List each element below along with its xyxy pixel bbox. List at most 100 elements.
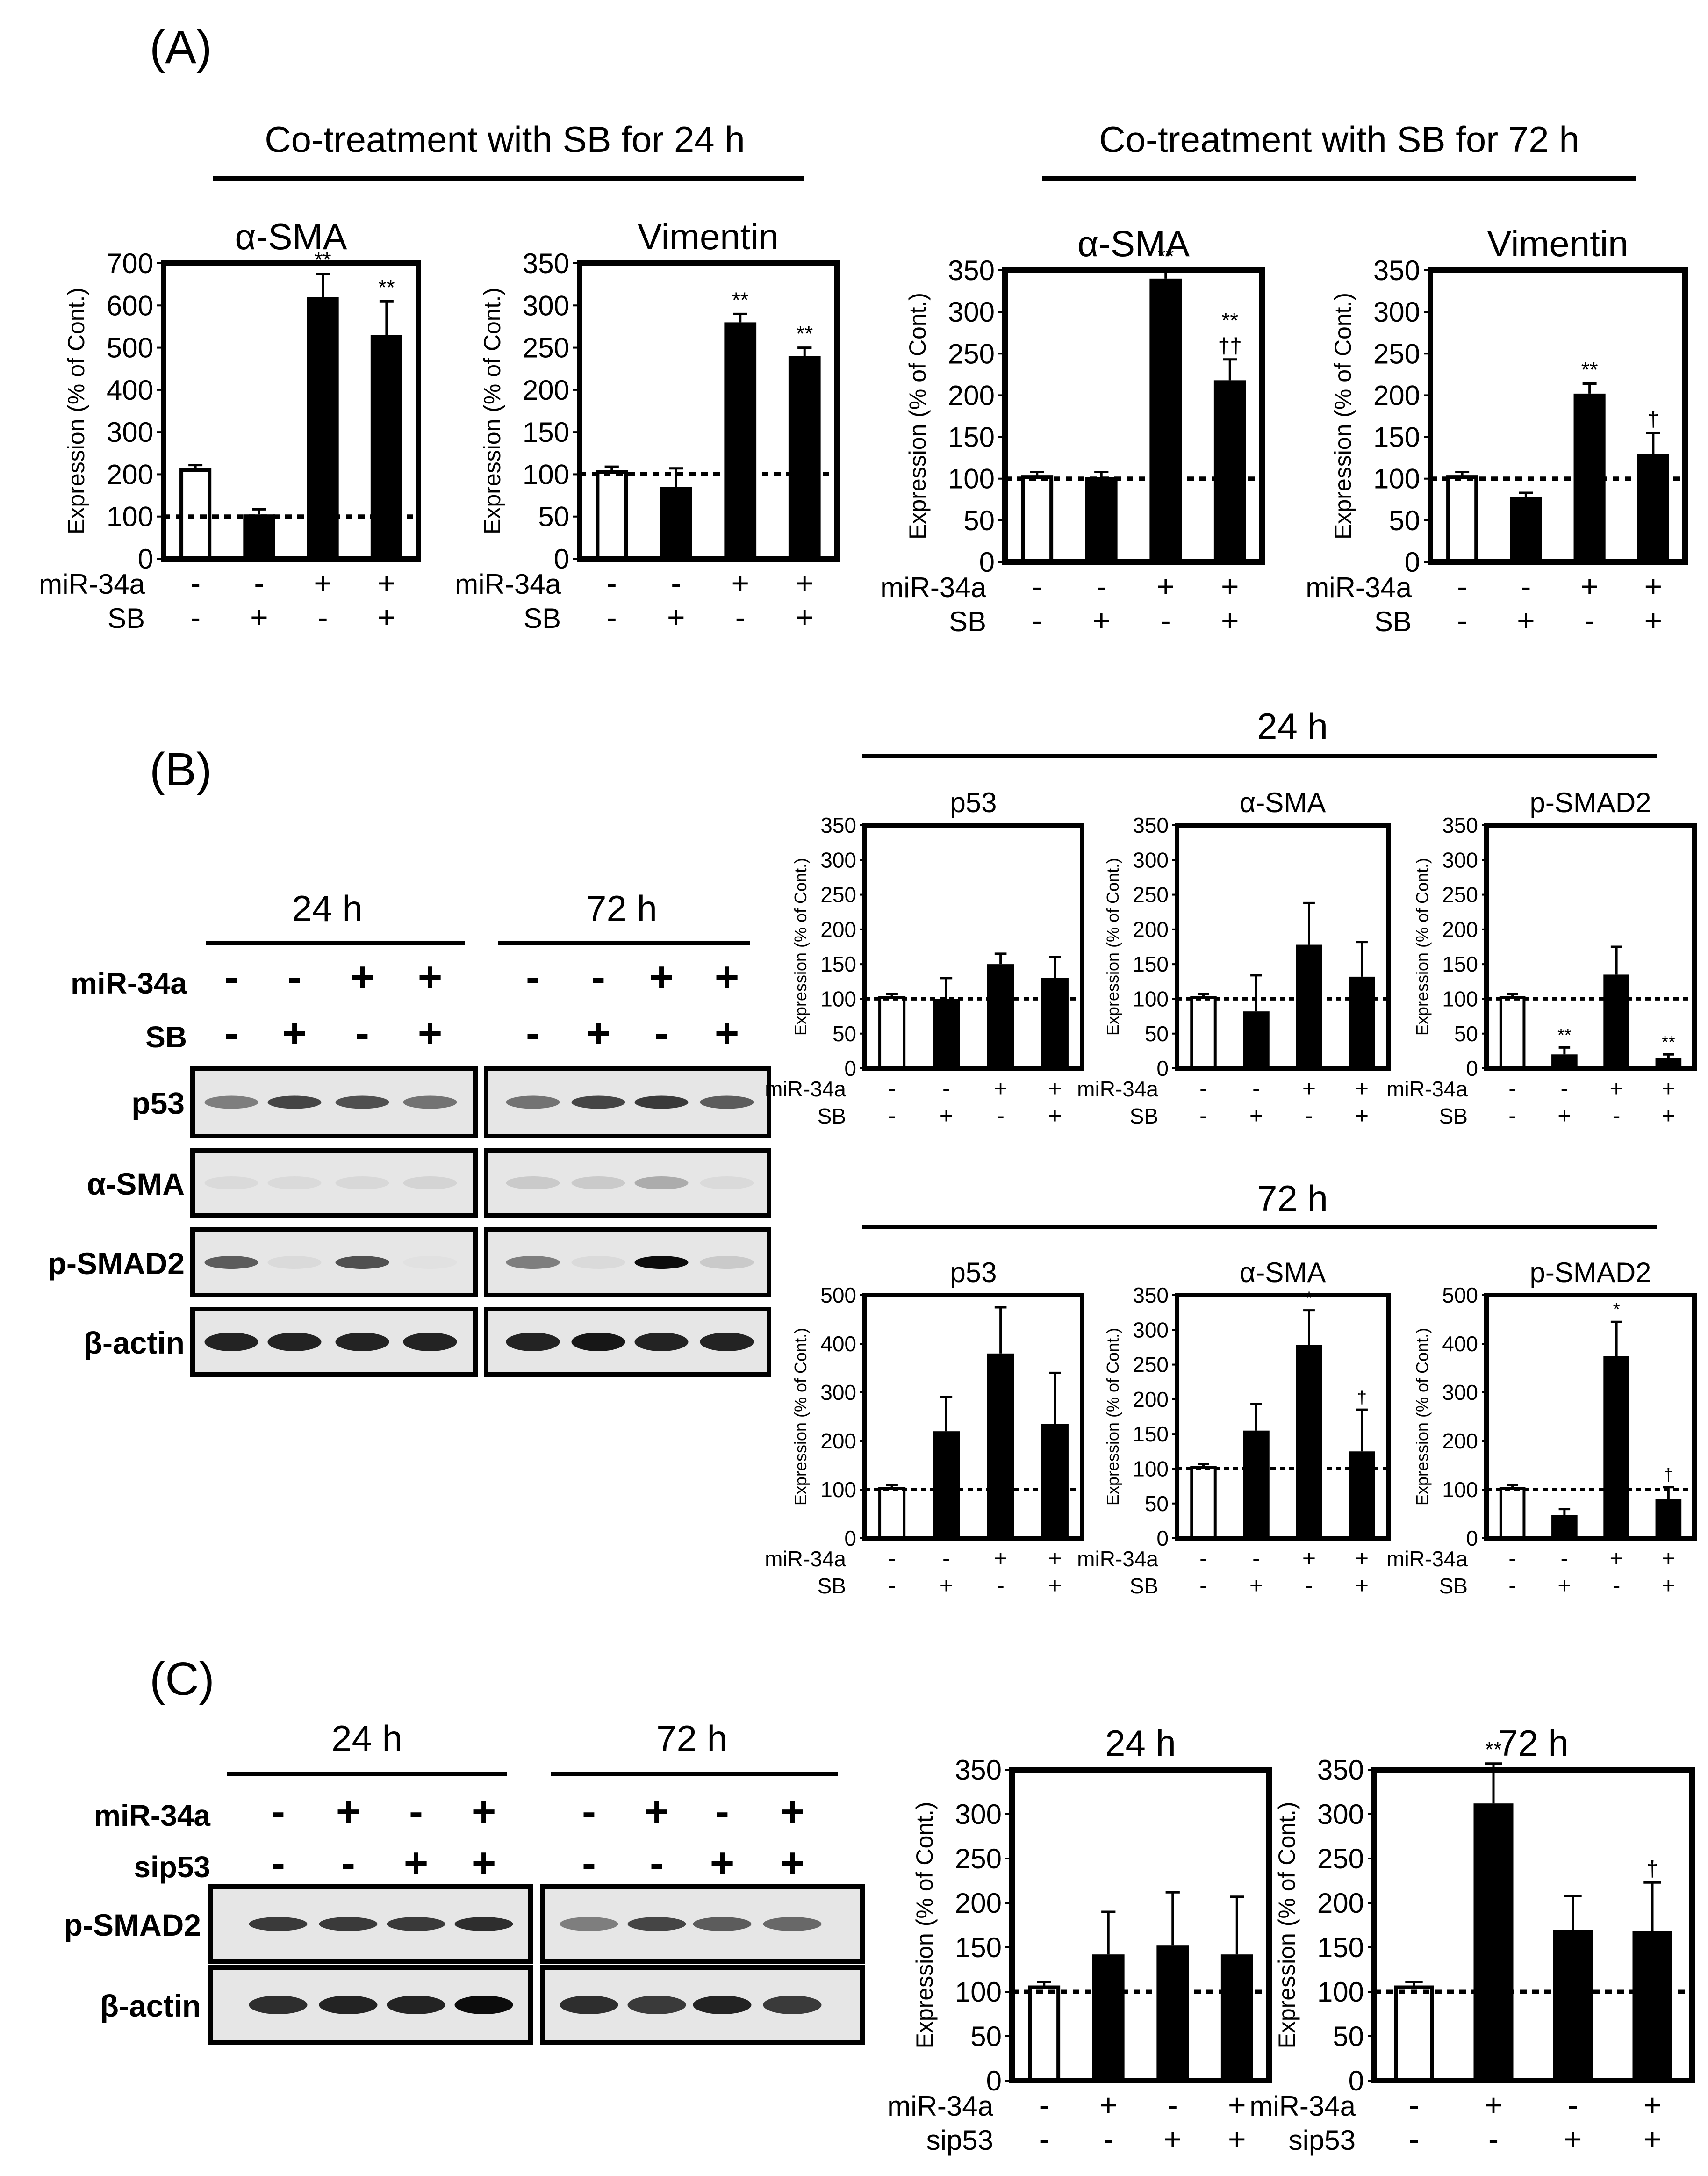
y-axis-label: Expression (% of Cont.) <box>63 288 89 534</box>
y-axis-label: Expression (% of Cont.) <box>1274 1802 1300 2049</box>
blot-band <box>267 1095 322 1109</box>
blot-sign: + <box>418 954 443 1001</box>
y-tick-label: 100 <box>1373 463 1420 495</box>
blot-band <box>403 1176 457 1189</box>
bar <box>987 964 1014 1068</box>
treatment-sign: - <box>888 1545 896 1571</box>
y-tick-label: 300 <box>1442 1380 1478 1405</box>
chart-C1: 24 h 0 50 100 150 200 250 300 350 Expression (% o… <box>887 1722 1272 2156</box>
blot-c-time-72: 72 h <box>656 1718 727 1759</box>
y-axis-label: Expression (% of Cont.) <box>1103 1328 1122 1506</box>
treatment-sign: + <box>1644 603 1663 638</box>
blot-c-line-24 <box>227 1772 507 1776</box>
blot-sign: - <box>526 954 540 1001</box>
blot-sign: - <box>271 1788 285 1835</box>
y-tick-label: 350 <box>523 248 569 279</box>
plot-frame <box>1371 1767 1695 2083</box>
treatment-sign: + <box>1355 1075 1369 1102</box>
y-axis-label: Expression (% of Cont.) <box>911 1802 938 2049</box>
treatment-sign: + <box>314 566 332 600</box>
treatment-sign: - <box>318 600 328 634</box>
bar <box>243 514 275 559</box>
treatment-sign: - <box>1561 1075 1569 1102</box>
treatment-sign: - <box>888 1102 896 1129</box>
blot-sign: - <box>582 1788 596 1835</box>
bar <box>370 335 402 559</box>
treatment-sign: - <box>1457 569 1467 604</box>
treatment-sign: - <box>942 1545 950 1571</box>
blot-sign: - <box>224 954 238 1001</box>
treatment-sign: + <box>1249 1572 1263 1599</box>
chart-group-line-72h <box>862 1225 1657 1229</box>
treatment-label: miR-34a <box>1386 1547 1468 1571</box>
y-axis-label: Expression (% of Cont.) <box>904 293 931 540</box>
bar <box>1041 978 1069 1068</box>
chart-title: p-SMAD2 <box>1529 787 1651 818</box>
treatment-sign: - <box>1409 2122 1419 2156</box>
treatment-sign: - <box>888 1572 896 1599</box>
treatment-sign: + <box>1643 2088 1662 2122</box>
significance-mark: † <box>1647 407 1659 431</box>
y-tick-label: 0 <box>979 547 995 578</box>
treatment-sign: - <box>1096 569 1106 604</box>
blot-c-treat-label-2: sip53 <box>134 1850 210 1884</box>
plot-frame <box>1002 267 1265 565</box>
blot-b-line-72 <box>498 941 750 945</box>
blot-band <box>204 1176 258 1189</box>
treatment-sign: + <box>1156 569 1175 604</box>
treatment-sign: + <box>1048 1545 1062 1571</box>
treatment-sign: - <box>1199 1102 1207 1129</box>
treatment-sign: + <box>940 1572 953 1599</box>
treatment-sign: + <box>250 600 268 634</box>
bar <box>1220 1954 1253 2081</box>
blot-c-treat-label-1: miR-34a <box>94 1799 210 1832</box>
y-tick-label: 100 <box>1442 987 1478 1011</box>
y-tick-label: 300 <box>523 290 569 321</box>
blot-band <box>403 1256 457 1269</box>
group-title-24h: Co-treatment with SB for 24 h <box>265 119 745 160</box>
blot-band <box>506 1256 560 1269</box>
blot-sign: + <box>586 1010 611 1057</box>
bar <box>1149 278 1182 562</box>
chart-B2: α-SMA 0 50 100 150 200 250 300 350 Expression (% … <box>1077 787 1391 1129</box>
y-tick-label: 150 <box>523 417 569 448</box>
bar <box>1349 976 1375 1068</box>
treatment-sign: + <box>1644 569 1663 604</box>
treatment-label: miR-34a <box>765 1547 846 1571</box>
treatment-label: miR-34a <box>1249 2090 1356 2122</box>
bar <box>1603 974 1629 1068</box>
plot-frame <box>1175 1293 1391 1541</box>
y-axis-label: Expression (% of Cont.) <box>791 858 810 1036</box>
treatment-sign: - <box>1409 2088 1419 2122</box>
blot-band <box>204 1256 258 1269</box>
blot-row-label: p-SMAD2 <box>48 1246 185 1281</box>
treatment-sign: + <box>1249 1102 1263 1129</box>
chart-B6: p-SMAD2 0 100 200 300 400 500 Expression (% of … <box>1386 1257 1697 1599</box>
treatment-sign: + <box>1662 1572 1675 1599</box>
y-tick-label: 0 <box>986 2065 1002 2097</box>
treatment-sign: - <box>997 1572 1005 1599</box>
bar <box>987 1353 1014 1538</box>
y-tick-label: 300 <box>820 1380 856 1405</box>
blot-band <box>700 1256 754 1269</box>
bar <box>878 1487 906 1540</box>
significance-mark: ** <box>1662 1032 1676 1052</box>
treatment-sign: - <box>1561 1545 1569 1571</box>
bar <box>1296 1345 1322 1538</box>
y-tick-label: 50 <box>963 505 995 536</box>
y-tick-label: 350 <box>1442 813 1478 837</box>
blot-band <box>506 1176 560 1189</box>
blot-c-signs: --+--+++--+--+++ <box>271 1788 804 1887</box>
treatment-sign: + <box>1092 603 1111 638</box>
group-title-72h: Co-treatment with SB for 72 h <box>1099 119 1579 160</box>
bar <box>878 996 906 1070</box>
y-axis-label: Expression (% of Cont.) <box>791 1328 810 1506</box>
y-tick-label: 200 <box>948 380 995 411</box>
y-tick-label: 150 <box>1373 422 1420 453</box>
blot-sign: - <box>650 1840 664 1887</box>
y-axis-label: Expression (% of Cont.) <box>1330 293 1356 540</box>
treatment-sign: - <box>1508 1572 1516 1599</box>
blot-band <box>693 1917 752 1931</box>
bar <box>788 356 821 559</box>
treatment-sign: + <box>1355 1102 1369 1129</box>
